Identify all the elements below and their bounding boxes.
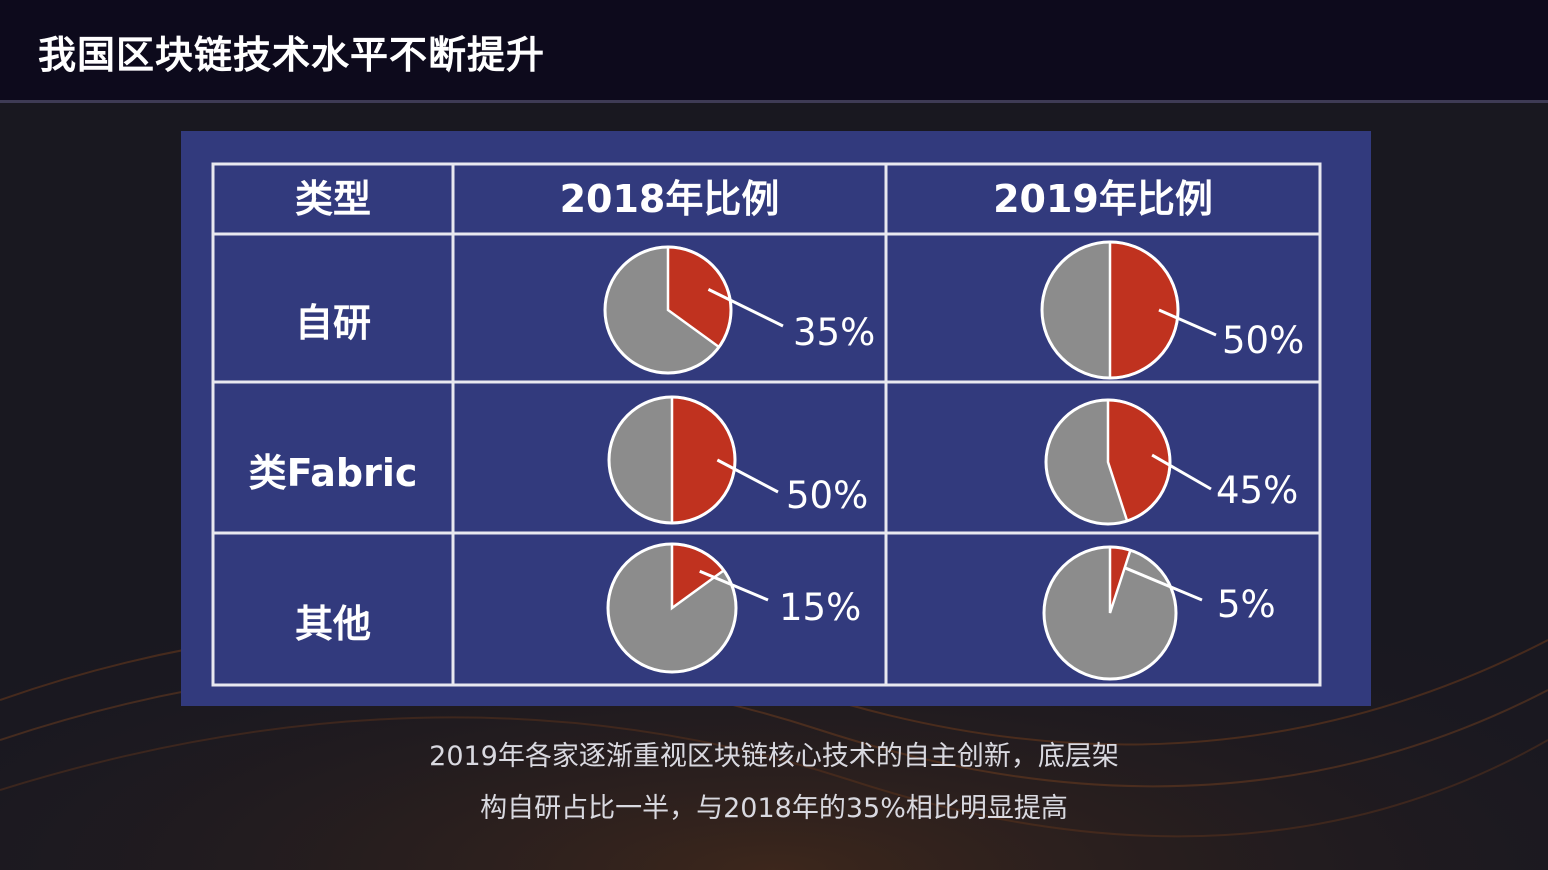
pie-self-2019-outline bbox=[1040, 240, 1180, 380]
pie-fabric-2018-outline bbox=[607, 395, 737, 525]
header-type: 类型 bbox=[294, 177, 371, 221]
pie-self-2018-leader-line bbox=[707, 288, 784, 328]
pct-label-self-2019: 50% bbox=[1222, 319, 1305, 362]
pct-label-fabric-2018: 50% bbox=[786, 474, 869, 517]
pie-other-2018-leader-line bbox=[699, 569, 769, 602]
pie-self-2018-outline bbox=[603, 245, 733, 375]
pie-fabric-2018-highlight-slice bbox=[670, 395, 737, 525]
page-title: 我国区块链技术水平不断提升 bbox=[38, 33, 546, 77]
caption-line-1: 2019年各家逐渐重视区块链核心技术的自主创新，底层架 bbox=[429, 741, 1119, 772]
header-2018: 2018年比例 bbox=[559, 177, 780, 221]
pie-other-2019-leader-line bbox=[1124, 566, 1203, 602]
header-2019: 2019年比例 bbox=[993, 177, 1213, 221]
pie-other-2019-outline bbox=[1042, 545, 1178, 681]
pie-fabric-2019-outline bbox=[1044, 398, 1172, 526]
pct-label-other-2018: 15% bbox=[779, 586, 862, 629]
title-divider bbox=[0, 100, 1548, 103]
pct-label-self-2018: 35% bbox=[793, 311, 876, 354]
caption-line-2: 构自研占比一半，与2018年的35%相比明显提高 bbox=[480, 793, 1068, 824]
title-bar: 我国区块链技术水平不断提升 bbox=[0, 0, 1548, 100]
row-label-fabric-like: 类Fabric bbox=[248, 451, 418, 495]
pie-fabric-2019-leader-line bbox=[1151, 453, 1212, 491]
row-label-self-developed: 自研 bbox=[294, 301, 371, 345]
row-label-other: 其他 bbox=[294, 602, 371, 646]
pct-label-fabric-2019: 45% bbox=[1216, 469, 1299, 512]
pie-self-2019-leader-line bbox=[1158, 308, 1217, 337]
pct-label-other-2019: 5% bbox=[1217, 583, 1276, 626]
pie-other-2018-outline bbox=[606, 542, 738, 674]
pie-self-2019-highlight-slice bbox=[1108, 240, 1180, 380]
pie-fabric-2018-leader-line bbox=[716, 458, 779, 494]
